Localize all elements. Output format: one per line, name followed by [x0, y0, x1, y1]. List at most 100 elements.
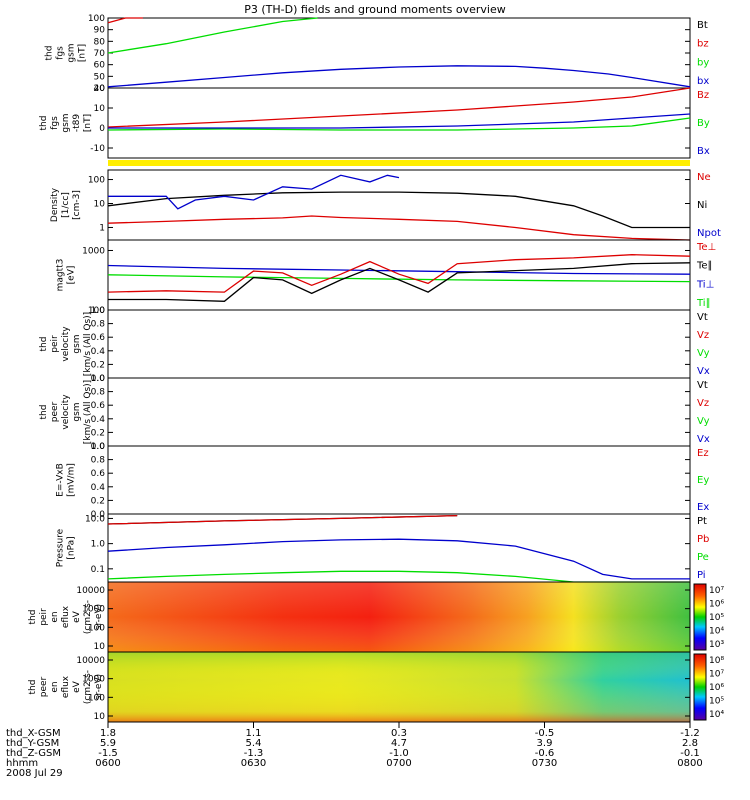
panel-5: 1.0 0.8 0.6 0.4 0.2 0.0 thd peir velocity gsm [km/…: [39, 306, 710, 384]
y-tick-label: 80: [94, 37, 106, 47]
legend-entry: Vx: [697, 434, 710, 445]
colorbar-tick-label: 10³: [709, 640, 724, 650]
legend-entry: Pb: [697, 534, 709, 545]
x-tick-label: 0.3: [391, 728, 407, 739]
y-axis-label: [km/s (All Qs)]: [83, 380, 93, 444]
y-tick-label: 10.0: [85, 514, 105, 524]
y-tick-label: 0.0: [91, 374, 106, 384]
y-tick-label: 70: [94, 49, 106, 59]
plot-date: 2008 Jul 29: [6, 768, 63, 779]
panel-8: 10.0 1.0 0.1 Pressure [nPa] Pt Pb Pe Pi: [56, 513, 709, 583]
y-tick-label: 100: [88, 306, 105, 316]
y-tick-label: 1.0: [91, 442, 106, 452]
series-line-3: [107, 254, 691, 293]
series-line-3: [107, 538, 690, 580]
y-axis-label: en: [50, 611, 60, 622]
y-tick-label: 1.0: [91, 374, 106, 384]
panel-10: 10⁸ 10⁷ 10⁶ 10⁵ 10⁴ 10000 1000 100 10 thd peer en ef…: [28, 651, 724, 723]
x-tick-label: 0600: [95, 758, 120, 769]
y-tick-label: 1.0: [91, 540, 106, 550]
y-axis-label: -t89: [72, 114, 82, 133]
x-tick-label: 0800: [677, 758, 702, 769]
y-tick-label: 0.2: [91, 360, 105, 370]
y-axis-label: eV: [72, 610, 82, 623]
legend-entry: Pi: [697, 570, 706, 581]
y-tick-label: 0.8: [91, 388, 106, 398]
legend-entry: Vy: [697, 416, 710, 427]
y-tick-label: 0.6: [91, 401, 106, 411]
y-tick-label: 10000: [76, 656, 105, 666]
series-line-4: [107, 570, 690, 583]
y-axis-label: [nPa]: [67, 536, 77, 559]
series-line-3: [108, 174, 400, 210]
series-line-1: [107, 191, 690, 229]
colorbar-tick-label: 10⁸: [709, 656, 724, 666]
panel-frame: [107, 239, 691, 311]
y-axis-label: [km/s (All Qs)]: [83, 312, 93, 376]
x-tick-label: -0.5: [535, 728, 555, 739]
legend-entry: bz: [697, 39, 709, 50]
panel-4: 1000 100 magtt3 [eV] Te⊥ Te∥ Ti⊥ Ti∥: [56, 239, 716, 316]
x-tick-label: -1.0: [389, 748, 409, 759]
series-line-2: [107, 17, 318, 54]
series-line-3: [108, 113, 691, 129]
legend-entry: Ne: [697, 172, 711, 183]
y-tick-label: 1.0: [91, 306, 106, 316]
y-axis-label: velocity: [61, 394, 71, 430]
x-tick-label: 3.9: [537, 738, 553, 749]
panel-frame: [107, 169, 691, 241]
legend-entry: Ti⊥: [696, 279, 714, 290]
y-axis-label: E=-VxB: [56, 463, 66, 497]
y-axis-label: [nT]: [78, 44, 88, 62]
panel-frame: [107, 87, 691, 159]
y-tick-label: 0.8: [91, 320, 106, 330]
x-tick-label: 1.1: [246, 728, 262, 739]
series-line-3: [107, 65, 691, 88]
y-axis-label: thd: [39, 116, 49, 131]
x-tick-label: 0630: [241, 758, 266, 769]
colorbar-tick-label: 10⁷: [709, 670, 724, 680]
panel-2: 20 10 0 -10 thd fgs gsm -t89 [nT] Bz By Bx: [39, 84, 710, 159]
y-tick-label: 10000: [76, 586, 105, 596]
legend-entry: Bz: [697, 90, 709, 101]
legend-entry: Ex: [697, 502, 709, 513]
legend-entry: Te⊥: [696, 242, 716, 253]
legend-entry: Ti∥: [696, 298, 711, 309]
y-axis-label: eflux: [61, 675, 71, 698]
y-axis-label: magtt3: [56, 259, 66, 292]
series-line-2: [107, 274, 691, 283]
y-tick-label: 0.4: [91, 415, 106, 425]
y-tick-label: 10: [94, 642, 106, 652]
panel-9: 10⁷ 10⁶ 10⁵ 10⁴ 10³ 10000 1000 100 10 thd peir en ef…: [28, 581, 724, 653]
y-tick-label: 0.1: [91, 565, 105, 575]
y-tick-label: 0.2: [91, 496, 105, 506]
y-tick-label: 0.0: [91, 442, 106, 452]
y-axis-label: eflux: [61, 605, 71, 628]
legend-entry: Pt: [697, 516, 707, 527]
x-tick-label: 2.8: [682, 738, 698, 749]
y-axis-label: [mV/m]: [67, 463, 77, 497]
x-tick-label: -1.3: [244, 748, 264, 759]
panel-frame: [107, 17, 691, 89]
x-row-label: thd_Z-GSM: [6, 748, 61, 759]
y-axis-label: thd: [39, 405, 49, 420]
y-axis-label: peir: [39, 608, 49, 626]
y-tick-label: 100: [88, 693, 105, 703]
y-tick-label: 10: [94, 200, 106, 210]
y-axis-label: sr-eV): [94, 674, 104, 700]
y-axis-label: thd: [45, 46, 55, 61]
y-axis-label: gsm: [72, 334, 82, 353]
series-line-1: [107, 17, 143, 24]
panel-6: 1.0 0.8 0.6 0.4 0.2 0.0 thd peer velocity gsm [km/…: [39, 374, 710, 452]
legend-entry: Vy: [697, 348, 710, 359]
legend-entry: Pe: [697, 552, 709, 563]
series-line-1: [107, 87, 691, 128]
y-axis-label: [eV]: [67, 266, 77, 285]
y-tick-label: 40: [94, 84, 106, 94]
y-axis-label: Density: [50, 187, 60, 222]
x-tick-label: 0730: [532, 758, 557, 769]
y-tick-label: 20: [94, 84, 106, 94]
x-tick-label: 5.9: [100, 738, 116, 749]
